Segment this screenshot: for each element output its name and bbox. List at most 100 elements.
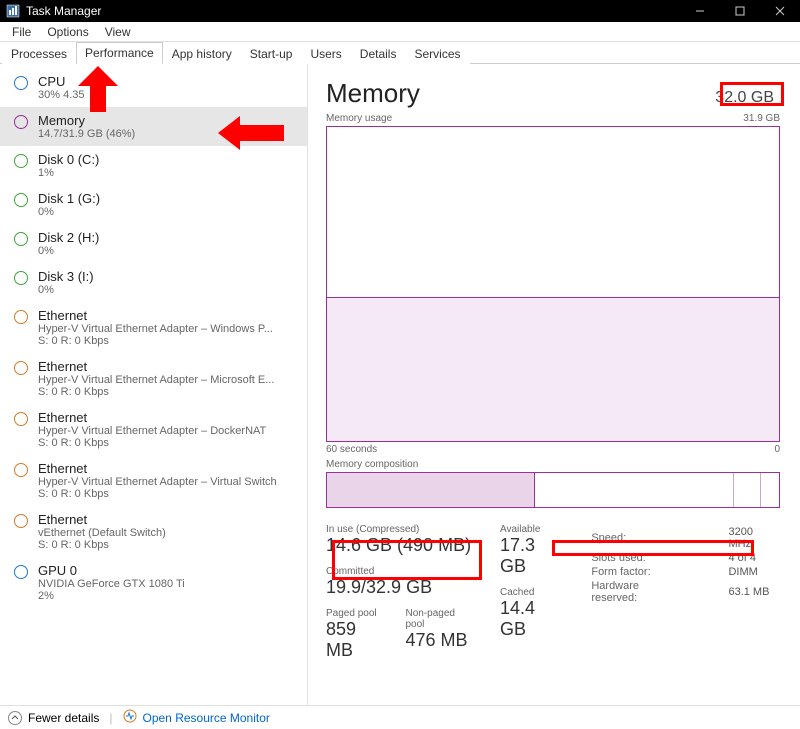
speed-label: Speed:	[591, 526, 726, 550]
maximize-button[interactable]	[720, 0, 760, 22]
sidebar-item-gpu[interactable]: GPU 0NVIDIA GeForce GTX 1080 Ti2%	[0, 557, 307, 608]
disk-icon	[14, 232, 28, 246]
memory-specs-table: Speed:3200 MHz Slots used:4 of 4 Form fa…	[589, 524, 780, 606]
usage-label: Memory usage	[326, 113, 392, 124]
sidebar-item-disk3[interactable]: Disk 3 (I:)0%	[0, 263, 307, 302]
tab-app-history[interactable]: App history	[163, 43, 241, 64]
nonpaged-label: Non-paged pool	[405, 608, 476, 630]
close-button[interactable]	[760, 0, 800, 22]
main-panel: Memory 32.0 GB Memory usage 31.9 GB 60 s…	[308, 64, 800, 705]
footer: Fewer details | Open Resource Monitor	[0, 705, 800, 729]
memory-total: 32.0 GB	[709, 87, 780, 109]
eth4-title: Ethernet	[38, 512, 297, 527]
eth2-title: Ethernet	[38, 410, 297, 425]
menu-view[interactable]: View	[97, 23, 139, 41]
sidebar-item-disk2[interactable]: Disk 2 (H:)0%	[0, 224, 307, 263]
sidebar-item-disk0[interactable]: Disk 0 (C:)1%	[0, 146, 307, 185]
composition-segment	[535, 473, 734, 507]
slots-label: Slots used:	[591, 552, 726, 564]
committed-value: 19.9/32.9 GB	[326, 577, 476, 598]
activity-icon	[123, 709, 137, 726]
eth0-sub: Hyper-V Virtual Ethernet Adapter – Windo…	[38, 323, 297, 335]
tabbar: Processes Performance App history Start-…	[0, 42, 800, 64]
sidebar-item-cpu[interactable]: CPU30% 4.35	[0, 68, 307, 107]
eth3-sub: Hyper-V Virtual Ethernet Adapter – Virtu…	[38, 476, 297, 488]
gpu-title: GPU 0	[38, 563, 297, 578]
disk1-title: Disk 1 (G:)	[38, 191, 297, 206]
sidebar-item-ethernet-1[interactable]: EthernetHyper-V Virtual Ethernet Adapter…	[0, 353, 307, 404]
tab-services[interactable]: Services	[405, 43, 469, 64]
window-title: Task Manager	[26, 4, 101, 18]
disk2-sub: 0%	[38, 245, 297, 257]
gpu-sub: NVIDIA GeForce GTX 1080 Ti	[38, 578, 297, 590]
paged-value: 859 MB	[326, 619, 387, 661]
sidebar-item-ethernet-0[interactable]: EthernetHyper-V Virtual Ethernet Adapter…	[0, 302, 307, 353]
disk-icon	[14, 154, 28, 168]
committed-label: Committed	[326, 566, 476, 577]
chevron-up-icon[interactable]	[8, 711, 22, 725]
ethernet-icon	[14, 310, 28, 324]
disk3-sub: 0%	[38, 284, 297, 296]
memory-icon	[14, 115, 28, 129]
tab-processes[interactable]: Processes	[2, 43, 76, 64]
menu-options[interactable]: Options	[39, 23, 96, 41]
ethernet-icon	[14, 412, 28, 426]
usage-max: 31.9 GB	[743, 113, 780, 124]
disk2-title: Disk 2 (H:)	[38, 230, 297, 245]
cpu-title: CPU	[38, 74, 297, 89]
eth2-sub2: S: 0 R: 0 Kbps	[38, 437, 297, 449]
gpu-icon	[14, 565, 28, 579]
cpu-sub: 30% 4.35	[38, 89, 297, 101]
composition-segment	[734, 473, 761, 507]
page-title: Memory	[326, 78, 420, 109]
performance-sidebar: CPU30% 4.35 Memory14.7/31.9 GB (46%) Dis…	[0, 64, 308, 705]
slots-value: 4 of 4	[728, 552, 778, 564]
fewer-details-link[interactable]: Fewer details	[28, 711, 99, 725]
tab-performance[interactable]: Performance	[76, 42, 163, 64]
hw-reserved-value: 63.1 MB	[728, 580, 778, 604]
sidebar-item-disk1[interactable]: Disk 1 (G:)0%	[0, 185, 307, 224]
eth3-title: Ethernet	[38, 461, 297, 476]
disk1-sub: 0%	[38, 206, 297, 218]
composition-segment	[327, 473, 535, 507]
memory-composition-bar	[326, 472, 780, 508]
tab-details[interactable]: Details	[351, 43, 406, 64]
eth3-sub2: S: 0 R: 0 Kbps	[38, 488, 297, 500]
content-area: CPU30% 4.35 Memory14.7/31.9 GB (46%) Dis…	[0, 64, 800, 705]
form-label: Form factor:	[591, 566, 726, 578]
menu-file[interactable]: File	[4, 23, 39, 41]
eth0-title: Ethernet	[38, 308, 297, 323]
cached-value: 14.4 GB	[500, 598, 565, 640]
eth4-sub: vEthernet (Default Switch)	[38, 527, 297, 539]
separator: |	[109, 711, 112, 725]
disk0-title: Disk 0 (C:)	[38, 152, 297, 167]
disk0-sub: 1%	[38, 167, 297, 179]
tab-users[interactable]: Users	[301, 43, 350, 64]
sidebar-item-ethernet-4[interactable]: EthernetvEthernet (Default Switch)S: 0 R…	[0, 506, 307, 557]
sidebar-item-ethernet-2[interactable]: EthernetHyper-V Virtual Ethernet Adapter…	[0, 404, 307, 455]
sidebar-item-ethernet-3[interactable]: EthernetHyper-V Virtual Ethernet Adapter…	[0, 455, 307, 506]
disk-icon	[14, 271, 28, 285]
form-value: DIMM	[728, 566, 778, 578]
axis-left: 60 seconds	[326, 444, 377, 455]
inuse-value: 14.6 GB (490 MB)	[326, 535, 476, 556]
memory-usage-chart	[326, 126, 780, 442]
eth1-title: Ethernet	[38, 359, 297, 374]
disk-icon	[14, 193, 28, 207]
ethernet-icon	[14, 463, 28, 477]
speed-value: 3200 MHz	[728, 526, 778, 550]
titlebar: Task Manager	[0, 0, 800, 22]
tab-startup[interactable]: Start-up	[241, 43, 302, 64]
sidebar-item-memory[interactable]: Memory14.7/31.9 GB (46%)	[0, 107, 307, 146]
minimize-button[interactable]	[680, 0, 720, 22]
available-label: Available	[500, 524, 565, 535]
ethernet-icon	[14, 361, 28, 375]
eth1-sub: Hyper-V Virtual Ethernet Adapter – Micro…	[38, 374, 297, 386]
paged-label: Paged pool	[326, 608, 387, 619]
gpu-sub2: 2%	[38, 590, 297, 602]
open-resource-monitor-link[interactable]: Open Resource Monitor	[143, 711, 270, 725]
inuse-label: In use (Compressed)	[326, 524, 476, 535]
eth0-sub2: S: 0 R: 0 Kbps	[38, 335, 297, 347]
cached-label: Cached	[500, 587, 565, 598]
axis-right: 0	[774, 444, 780, 455]
